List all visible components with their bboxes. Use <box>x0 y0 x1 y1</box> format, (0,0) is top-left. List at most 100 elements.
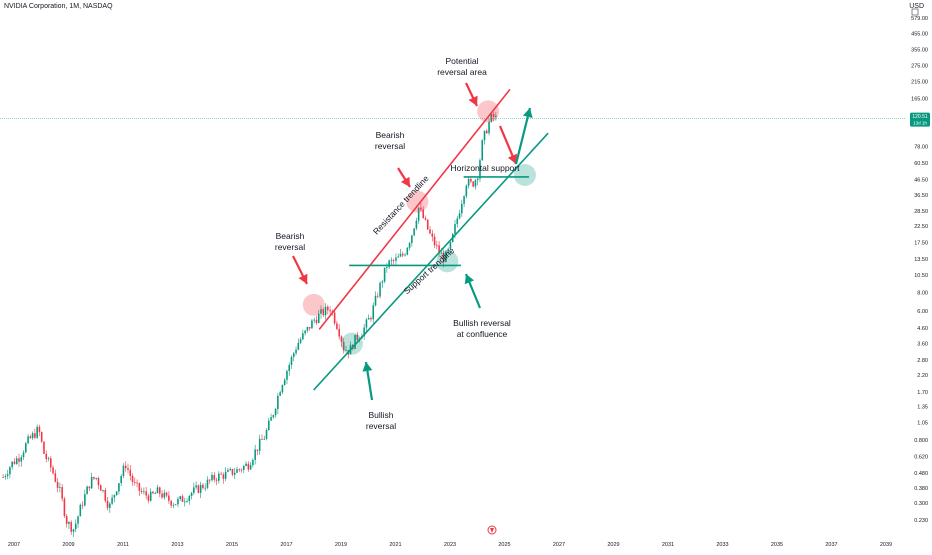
tradingview-logo-icon <box>487 525 497 535</box>
candle-body <box>340 336 343 342</box>
y-tick-label: 1.35 <box>917 405 928 411</box>
candle-body <box>181 496 184 502</box>
candle-body <box>11 461 13 468</box>
candle-body <box>22 452 25 458</box>
candle-body <box>154 493 157 494</box>
candle-body <box>29 436 32 439</box>
y-tick-label: 10.50 <box>914 273 928 279</box>
candle-body <box>492 113 495 117</box>
candle-body <box>388 260 390 268</box>
candle-body <box>231 469 234 475</box>
candle-body <box>263 438 266 440</box>
x-tick-label: 2009 <box>62 542 74 548</box>
candle-body <box>233 472 236 475</box>
candle-body <box>433 236 436 246</box>
candle-body <box>295 349 297 354</box>
candle-body <box>411 235 413 243</box>
candle-body <box>311 320 313 329</box>
trendline-drawings[interactable] <box>313 88 549 391</box>
candle-body <box>458 213 461 219</box>
x-tick-label: 2007 <box>8 542 20 548</box>
candle-body <box>136 482 138 484</box>
y-tick-label: 0.230 <box>914 518 928 524</box>
candle-body <box>70 522 73 532</box>
annotation-text: Bullish <box>368 410 393 420</box>
candle-body <box>449 242 452 249</box>
candle-body <box>401 253 404 256</box>
candle-body <box>265 429 268 439</box>
candle-body <box>177 498 179 505</box>
candle-body <box>188 496 191 502</box>
candle-body <box>143 491 145 493</box>
candle-body <box>313 319 315 321</box>
candle-body <box>47 458 50 460</box>
currency-label: USD <box>909 3 924 10</box>
candle-body <box>374 295 377 306</box>
candle-body <box>206 479 209 488</box>
candle-body <box>9 467 11 475</box>
candle-body <box>440 252 443 254</box>
y-tick-label: 46.50 <box>914 178 928 184</box>
candle-body <box>81 504 84 506</box>
candle-body <box>292 353 295 357</box>
candle-body <box>104 490 107 501</box>
candle-body <box>208 479 211 481</box>
candle-body <box>90 476 93 489</box>
y-tick-label: 22.50 <box>914 224 928 230</box>
trendline[interactable] <box>313 132 549 391</box>
candle-body <box>258 438 261 451</box>
candle-body <box>118 483 120 492</box>
candle-body <box>399 253 402 257</box>
candle-body <box>120 476 122 484</box>
candle-body <box>288 364 291 372</box>
candle-body <box>456 218 459 225</box>
candle-body <box>408 242 411 248</box>
y-tick-label: 0.480 <box>914 471 928 477</box>
candle-body <box>25 443 27 453</box>
y-tick-label: 36.50 <box>914 193 928 199</box>
time-axis[interactable]: 2007 2009 2011 2013 2015 2017 2019 2021 2023 2025… <box>8 542 892 548</box>
candle-body <box>158 487 161 494</box>
candlestick-series <box>2 111 497 538</box>
candle-body <box>20 457 23 462</box>
y-tick-label: 215.00 <box>911 80 928 86</box>
price-axis[interactable]: 579.00 455.00 355.00 275.00 215.00 165.00 78.0… <box>911 8 928 524</box>
candle-body <box>483 130 486 141</box>
candle-body <box>420 207 422 210</box>
candle-body <box>249 465 252 470</box>
candle-body <box>272 415 275 418</box>
candle-body <box>274 408 277 416</box>
bearish-arrow-1-head <box>298 273 308 284</box>
candle-body <box>442 252 445 263</box>
candle-body <box>283 379 286 386</box>
candle-body <box>224 471 227 479</box>
price-badge-bg <box>910 112 930 127</box>
candle-body <box>220 473 222 475</box>
confluence-arrow-head <box>464 274 475 285</box>
x-tick-label: 2027 <box>553 542 565 548</box>
candle-body <box>299 339 302 343</box>
candle-body <box>461 203 463 214</box>
candle-body <box>247 463 250 470</box>
green-reversal-marker <box>513 164 536 187</box>
candle-body <box>426 219 429 230</box>
candle-body <box>68 522 70 524</box>
candle-body <box>109 503 111 508</box>
candle-body <box>342 341 345 351</box>
annotation-text: reversal area <box>437 67 487 77</box>
y-tick-label: 0.380 <box>914 486 928 492</box>
candle-body <box>56 481 59 488</box>
candle-body <box>4 476 7 478</box>
candle-body <box>424 218 427 220</box>
x-tick-label: 2039 <box>880 542 892 548</box>
y-tick-label: 1.05 <box>917 421 928 427</box>
candle-body <box>31 433 34 439</box>
price-badge-value: 120.51 <box>912 114 928 120</box>
trendline[interactable] <box>318 88 511 330</box>
annotation-text: reversal <box>275 242 305 252</box>
candle-body <box>65 516 68 524</box>
candle-body <box>438 245 440 254</box>
x-tick-label: 2017 <box>280 542 292 548</box>
